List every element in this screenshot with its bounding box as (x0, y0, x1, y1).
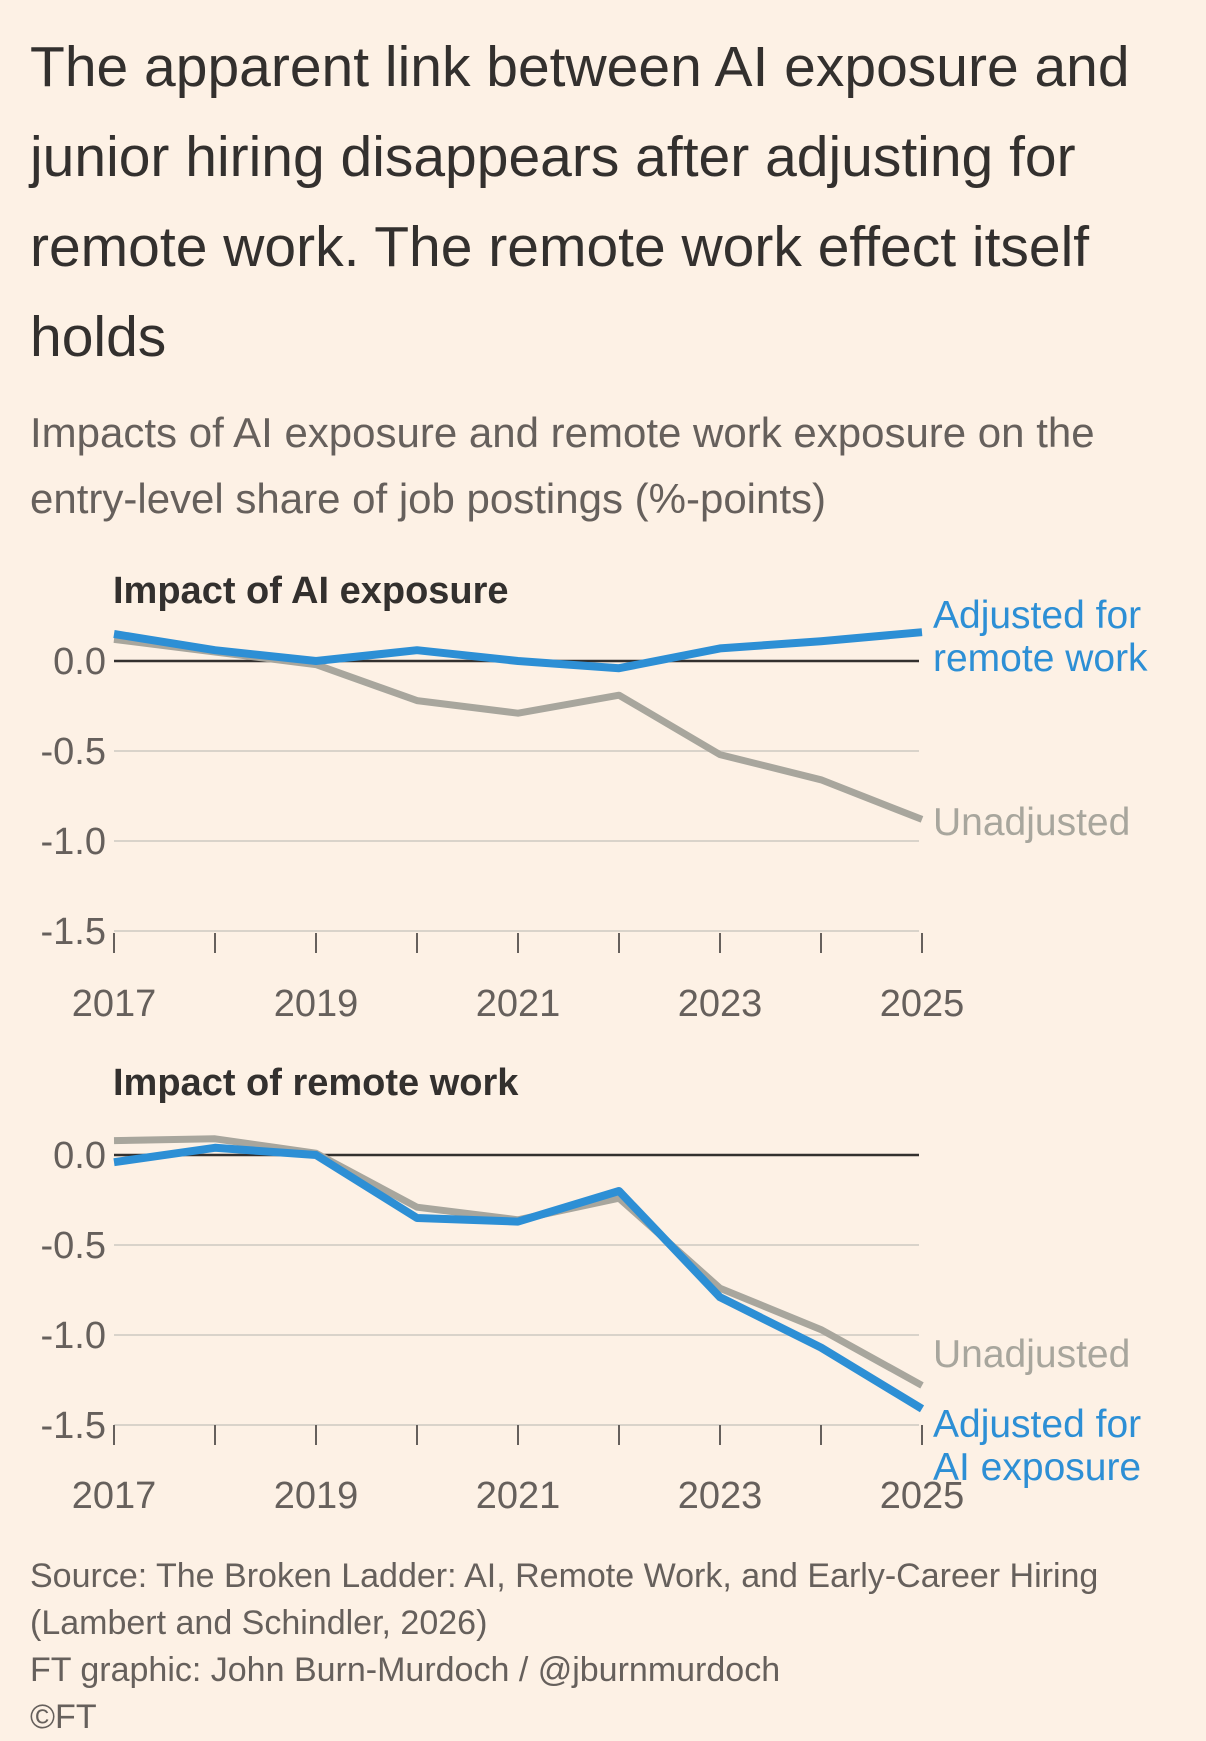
x-tick-label: 2021 (476, 983, 561, 1025)
copyright: ©FT (30, 1698, 97, 1736)
y-tick-label: 0.0 (53, 1135, 106, 1177)
adjusted-series-line (113, 628, 923, 673)
x-tick-label: 2023 (678, 1475, 763, 1517)
unadjusted-series-line (113, 635, 924, 823)
chart-headline: The apparent link between AI exposure an… (30, 35, 1130, 369)
panel-title: Impact of AI exposure (113, 570, 509, 612)
chart-subtitle: Impacts of AI exposure and remote work e… (30, 409, 1095, 522)
x-tick-label: 2025 (880, 1475, 965, 1517)
y-tick-label: -0.5 (41, 731, 106, 773)
y-tick-label: -1.5 (41, 1405, 106, 1447)
panel-title: Impact of remote work (113, 1062, 519, 1104)
footer: Source: The Broken Ladder: AI, Remote Wo… (30, 1553, 1190, 1741)
x-tick-label: 2019 (274, 983, 359, 1025)
adjusted-series-label: Adjusted for (933, 594, 1141, 637)
x-tick-label: 2025 (880, 983, 965, 1025)
x-tick-label: 2017 (72, 983, 157, 1025)
y-tick-label: -0.5 (41, 1225, 106, 1267)
graphic-credit: FT graphic: John Burn-Murdoch / @jburnmu… (30, 1651, 781, 1689)
adjusted-series-label: Adjusted for (933, 1403, 1141, 1446)
unadjusted-series-label: Unadjusted (933, 1333, 1130, 1376)
y-tick-label: -1.0 (41, 1315, 106, 1357)
unadjusted-series-label: Unadjusted (933, 801, 1130, 844)
unadjusted-series-line (113, 1135, 924, 1389)
adjusted-series-line (113, 1143, 925, 1413)
adjusted-series-label: AI exposure (933, 1446, 1141, 1489)
y-tick-label: 0.0 (53, 641, 106, 683)
x-tick-label: 2023 (678, 983, 763, 1025)
y-tick-label: -1.0 (41, 821, 106, 863)
x-tick-label: 2021 (476, 1475, 561, 1517)
charts-area: Impact of AI exposure0.0-0.5-1.0-1.52017… (41, 570, 1149, 1517)
x-tick-label: 2019 (274, 1475, 359, 1517)
x-tick-label: 2017 (72, 1475, 157, 1517)
y-tick-label: -1.5 (41, 911, 106, 953)
source-note: Source: The Broken Ladder: AI, Remote Wo… (30, 1557, 1099, 1642)
adjusted-series-label: remote work (933, 637, 1148, 680)
